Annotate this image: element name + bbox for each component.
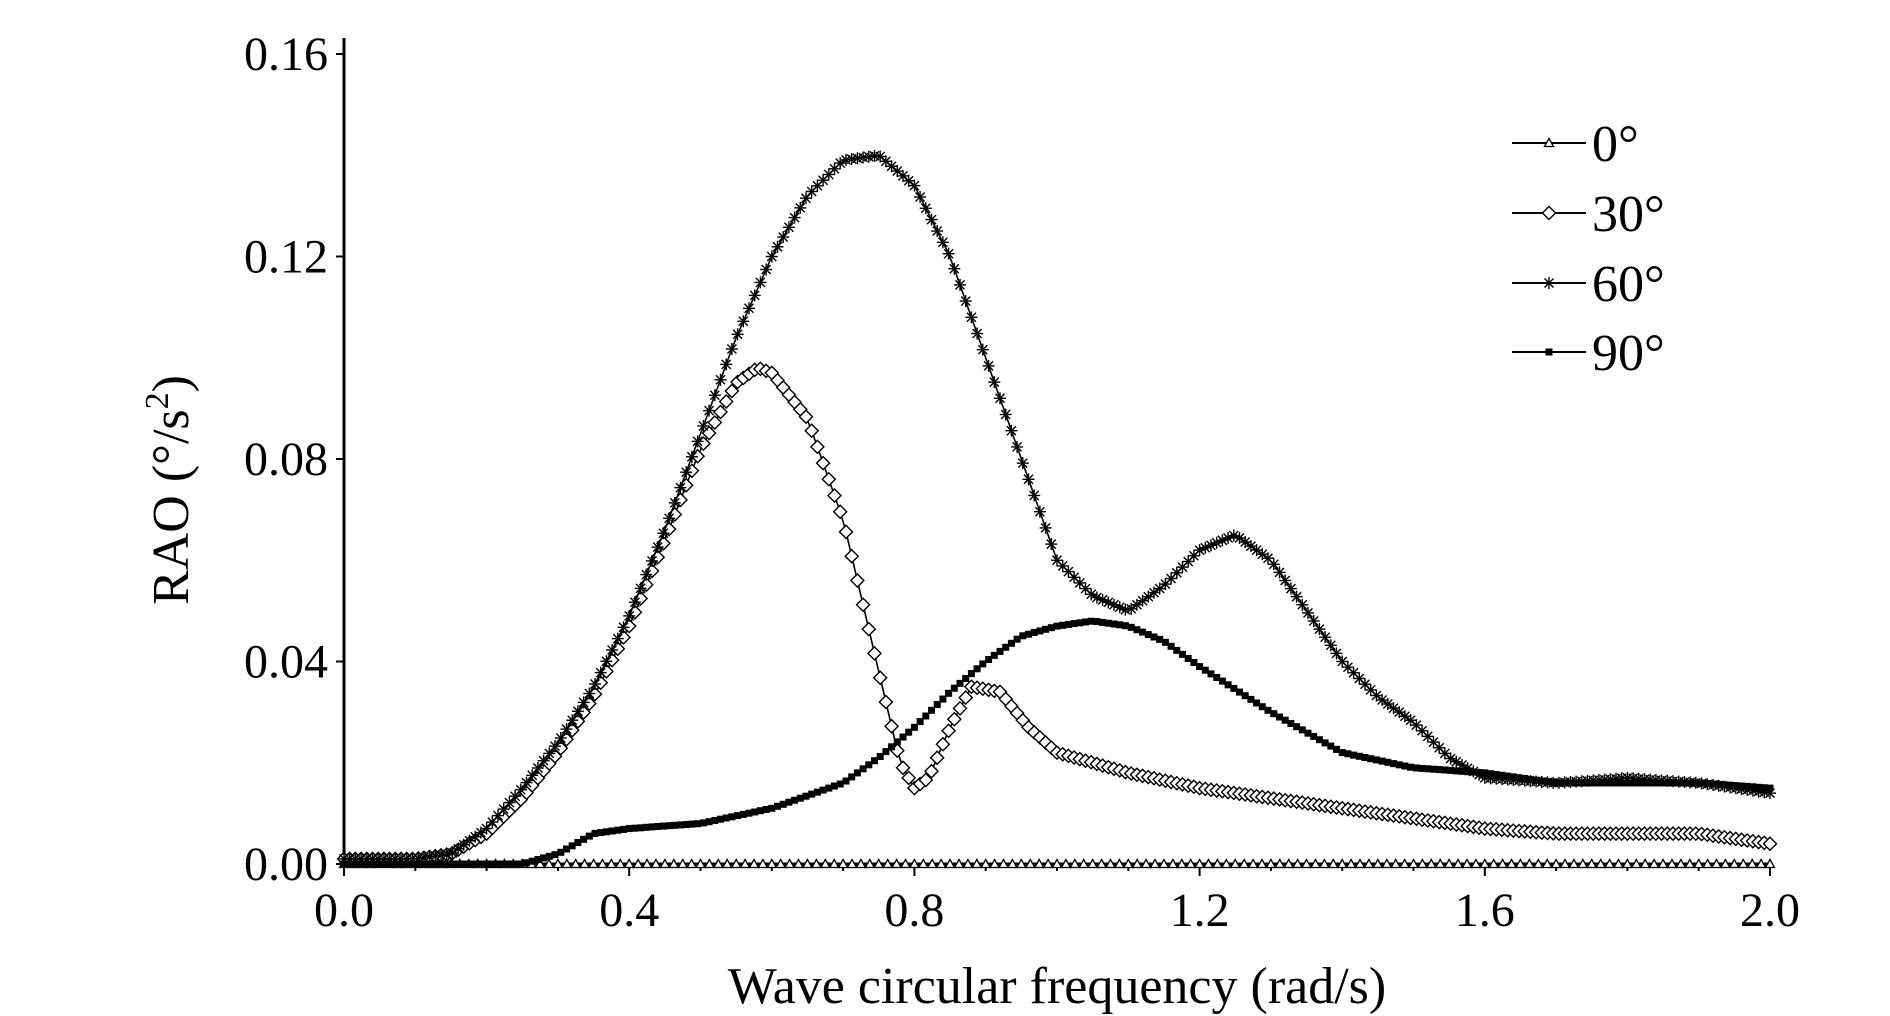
- x-tick-label: 0.4: [599, 884, 659, 937]
- y-axis-title-sup: 2: [139, 392, 176, 409]
- y-axis-title-main: RAO (°/s: [143, 409, 200, 605]
- y-axis-title-tail: ): [143, 375, 200, 392]
- y-tick-label: 0.04: [244, 636, 328, 689]
- legend-label-2: 60°: [1592, 256, 1665, 313]
- legend-label-1: 30°: [1592, 186, 1665, 243]
- x-tick-label: 0.8: [884, 884, 944, 937]
- x-tick-label: 1.6: [1455, 884, 1515, 937]
- y-axis-title: RAO (°/s2): [139, 375, 200, 605]
- legend-label-0: 0°: [1592, 116, 1639, 173]
- axes: [342, 38, 1770, 866]
- y-tick-label: 0.00: [244, 838, 328, 891]
- x-tick-label: 0.0: [314, 884, 374, 937]
- y-tick-label: 0.08: [244, 433, 328, 486]
- x-axis-title: Wave circular frequency (rad/s): [728, 958, 1386, 1015]
- x-tick-label: 1.2: [1170, 884, 1230, 937]
- y-tick-label: 0.16: [244, 28, 328, 81]
- series: [336, 149, 1778, 869]
- series-line-3: [340, 617, 1774, 868]
- y-tick-label: 0.12: [244, 231, 328, 284]
- y-ticks: 0.00 0.04 0.08 0.12 0.16: [244, 28, 344, 891]
- legend-label-3: 90°: [1592, 325, 1665, 382]
- x-ticks: 0.0 0.4 0.8 1.2 1.6 2.0: [314, 864, 1800, 937]
- x-tick-label: 2.0: [1740, 884, 1800, 937]
- series-line-1: [336, 361, 1778, 867]
- legend: 0° 30° 60° 90°: [1512, 116, 1665, 382]
